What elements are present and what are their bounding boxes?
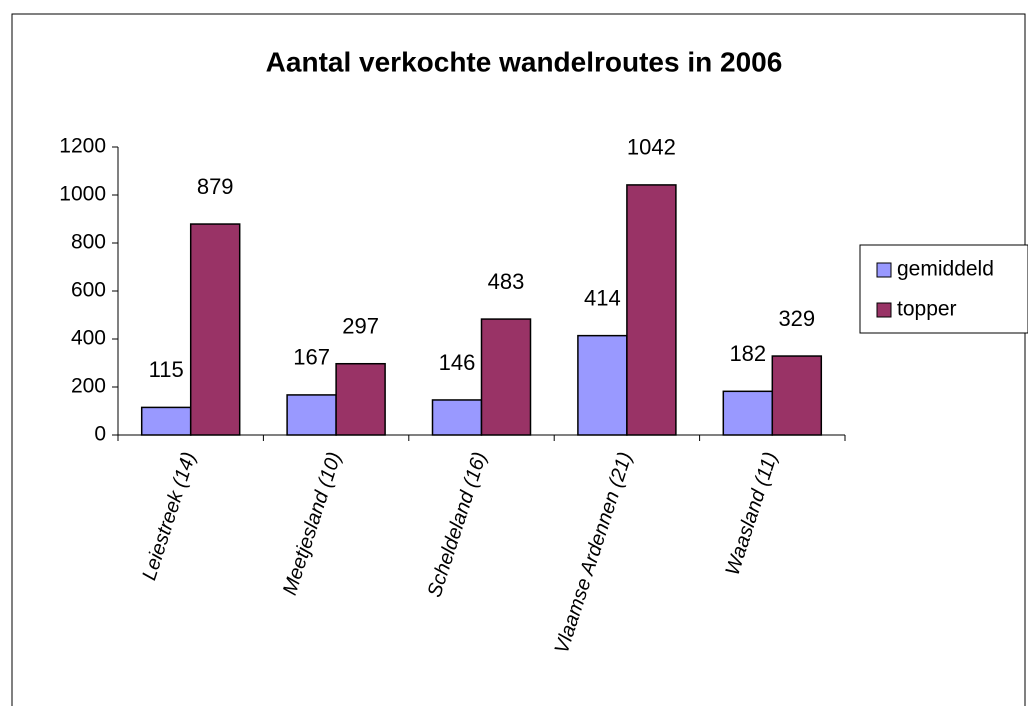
y-tick-label: 1000	[59, 183, 106, 206]
legend-swatch	[876, 302, 892, 318]
chart-title: Aantal verkochte wandelroutes in 2006	[266, 46, 783, 77]
data-label: 1042	[627, 135, 676, 160]
data-label: 182	[729, 341, 766, 366]
y-tick-label: 800	[71, 231, 106, 254]
legend-box	[859, 244, 1028, 334]
bar	[189, 223, 241, 436]
data-label: 297	[342, 314, 379, 339]
data-label: 483	[488, 269, 525, 294]
data-label: 146	[439, 350, 476, 375]
data-label: 167	[293, 345, 330, 370]
data-label: 414	[584, 285, 621, 310]
bar	[722, 390, 774, 436]
bar	[480, 318, 532, 436]
legend-label: gemiddeld	[897, 258, 994, 281]
bar	[626, 184, 677, 436]
bar	[431, 399, 483, 436]
y-tick-label: 600	[71, 279, 106, 302]
y-tick-label: 400	[71, 327, 106, 350]
y-tick-label: 0	[94, 423, 106, 446]
y-tick-label: 200	[71, 375, 106, 398]
bar	[335, 362, 386, 436]
bar	[577, 334, 628, 436]
data-label: 115	[149, 357, 184, 382]
data-label: 879	[197, 174, 234, 199]
bar	[771, 355, 823, 436]
legend-swatch	[876, 262, 892, 278]
y-tick-label: 1200	[59, 135, 106, 158]
bar	[286, 394, 337, 436]
legend-label: topper	[897, 298, 957, 321]
bar	[140, 406, 192, 436]
data-label: 329	[778, 306, 815, 331]
